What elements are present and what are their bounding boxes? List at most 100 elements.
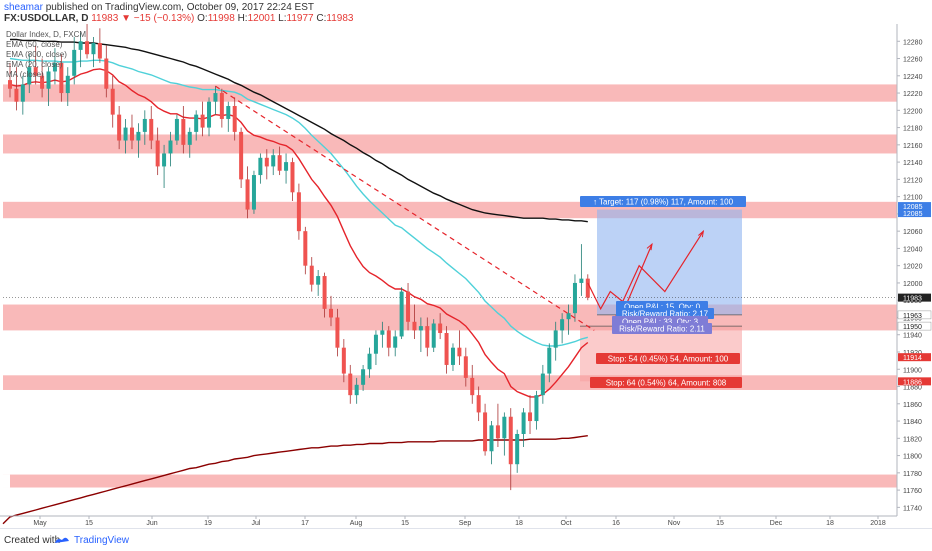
legend-title: Dollar Index, D, FXCM (6, 30, 87, 39)
candle-body (566, 313, 571, 320)
candle-body (258, 157, 263, 176)
candle-body (200, 114, 205, 128)
x-tick-label: 17 (301, 520, 309, 527)
x-tick-label: Aug (350, 520, 363, 527)
candle-body (52, 62, 57, 72)
sma200-path (10, 38, 588, 223)
x-tick-label: 18 (826, 520, 834, 527)
price-tag-label: 12085 (903, 204, 923, 211)
candle-body (412, 321, 417, 331)
time-axis[interactable]: May 15 Jun 19 Jul 17 Aug 15 Sep 18 Oct 16 Nov 15 Dec 18… (0, 515, 897, 527)
published-text: published on TradingView.com, October 09… (45, 2, 315, 13)
candle-body (367, 353, 372, 370)
candle-body (431, 323, 436, 348)
x-tick-label: Jul (252, 520, 261, 527)
candle-body (187, 131, 192, 145)
candle-body (348, 373, 353, 396)
candle-body (149, 118, 154, 141)
candle-body (418, 326, 423, 331)
candle-body (59, 62, 64, 94)
author-name[interactable]: sheamar (4, 2, 43, 13)
candle-body (444, 333, 449, 365)
candle-body (207, 101, 212, 128)
high-value: 12001 (247, 13, 276, 24)
projection-arrow-1 (587, 243, 653, 311)
candle-body (296, 192, 301, 232)
y-tick-label: 12260 (903, 57, 923, 64)
candle-body (508, 416, 513, 465)
x-tick-label: Sep (459, 520, 472, 527)
candle-body (425, 326, 430, 348)
price-tag (898, 202, 931, 211)
trendline (215, 85, 595, 331)
label-text: Stop: 64 (0.54%) 64, Amount: 808 (606, 379, 727, 388)
candle-body (406, 291, 411, 322)
candle-body (271, 155, 276, 167)
y-tick-label: 11860 (903, 402, 922, 409)
sma200-line (10, 38, 588, 223)
candle-body (40, 75, 45, 89)
legend-line: MA (close) (6, 70, 44, 79)
created-with-text: Created with (4, 535, 61, 546)
x-tick-label: 15 (85, 520, 93, 527)
label-box (612, 323, 712, 334)
candle-body (264, 157, 269, 167)
candle-body (547, 347, 552, 374)
candle-body (155, 140, 160, 167)
open-label: O: (197, 13, 208, 24)
drawings[interactable] (215, 85, 705, 331)
projection-arrow-2 (612, 230, 704, 323)
arrowhead (646, 242, 653, 251)
candle-body (162, 153, 167, 167)
candle-body (72, 49, 77, 76)
x-tick-label: Jun (146, 520, 157, 527)
candle-body (14, 88, 19, 102)
price-tag (898, 377, 931, 386)
y-tick-label: 12200 (903, 108, 923, 115)
sr-zone (3, 84, 897, 102)
symbol: FX:USDOLLAR, D (4, 13, 89, 24)
last-price: 11983 (91, 13, 119, 24)
tradingview-brand[interactable]: TradingView (74, 535, 130, 546)
legend-line: EMA (50, close) (6, 40, 63, 49)
candle-body (123, 127, 128, 141)
arrowhead (698, 229, 705, 238)
y-tick-label: 12240 (903, 74, 923, 81)
y-tick-label: 12160 (903, 143, 923, 150)
candle-body (476, 395, 481, 413)
candle-body (277, 155, 282, 171)
x-tick-label: 16 (612, 520, 620, 527)
candle-body (309, 265, 314, 285)
candle-body (20, 84, 25, 102)
x-tick-label: 2018 (870, 520, 886, 527)
symbol-info: FX:USDOLLAR, D 11983 ▼ −15 (−0.13%) O:11… (4, 13, 353, 24)
y-tick-label: 11980 (903, 298, 922, 305)
sr-zone (3, 304, 897, 331)
y-tick-label: 12000 (903, 281, 923, 288)
publish-info: sheamar published on TradingView.com, Oc… (4, 2, 314, 13)
candle-body (219, 93, 224, 119)
y-tick-label: 12060 (903, 229, 923, 236)
position-labels[interactable]: ↑ Target: 117 (0.98%) 117, Amount: 100 St… (580, 196, 746, 388)
candle-body (572, 282, 577, 314)
y-tick-label: 11840 (903, 419, 922, 426)
candle-body (174, 118, 179, 141)
sr-zone (3, 375, 897, 390)
zone-gap (3, 474, 10, 488)
x-tick-label: 15 (401, 520, 409, 527)
price-chart[interactable]: ↑ Target: 117 (0.98%) 117, Amount: 100 St… (0, 24, 932, 528)
y-tick-label: 11940 (903, 333, 922, 340)
x-tick-label: Oct (561, 520, 572, 527)
price-axis[interactable]: 11740 11760 11780 11800 11820 11840 11860 11880… (896, 24, 932, 516)
candle-body (181, 118, 186, 145)
candle-body (290, 162, 295, 193)
candle-body (33, 67, 38, 76)
candle-body (438, 323, 443, 334)
footer: Created with TradingView (0, 528, 932, 551)
label-box (580, 196, 746, 207)
candle-body (553, 330, 558, 348)
candle-body (168, 140, 173, 154)
price-tag-label: 11983 (903, 296, 922, 303)
price-tag (898, 209, 931, 218)
sr-zones (3, 84, 897, 488)
